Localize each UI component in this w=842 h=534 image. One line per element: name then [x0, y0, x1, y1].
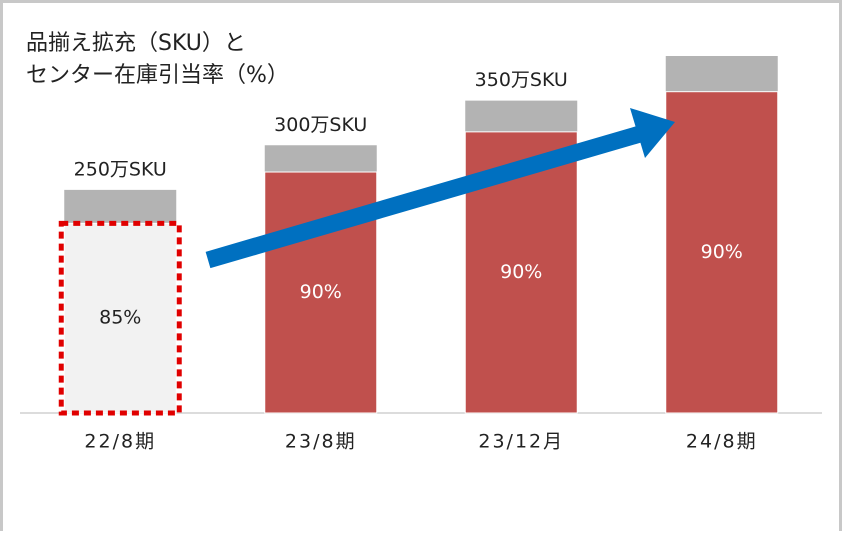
rate-label: 90%: [500, 261, 542, 283]
trend-arrow: [205, 108, 675, 269]
x-tick-label: 23/12月: [478, 431, 564, 453]
x-tick-label: 24/8期: [686, 431, 758, 453]
x-tick-label: 22/8期: [84, 431, 156, 453]
rate-label: 90%: [300, 281, 342, 303]
rate-label: 90%: [701, 241, 743, 263]
total-label: 300万SKU: [274, 114, 367, 136]
rate-label: 85%: [99, 307, 141, 329]
x-tick-label: 23/8期: [285, 431, 357, 453]
total-label: 250万SKU: [74, 158, 167, 180]
bar-rate: [665, 91, 779, 414]
chart-title: センター在庫引当率（%）: [26, 63, 289, 88]
chart-title: 品揃え拡充（SKU）と: [26, 31, 246, 56]
total-label: 350万SKU: [475, 69, 568, 91]
bar-rate: [63, 222, 177, 414]
highlight-box: [58, 220, 182, 416]
